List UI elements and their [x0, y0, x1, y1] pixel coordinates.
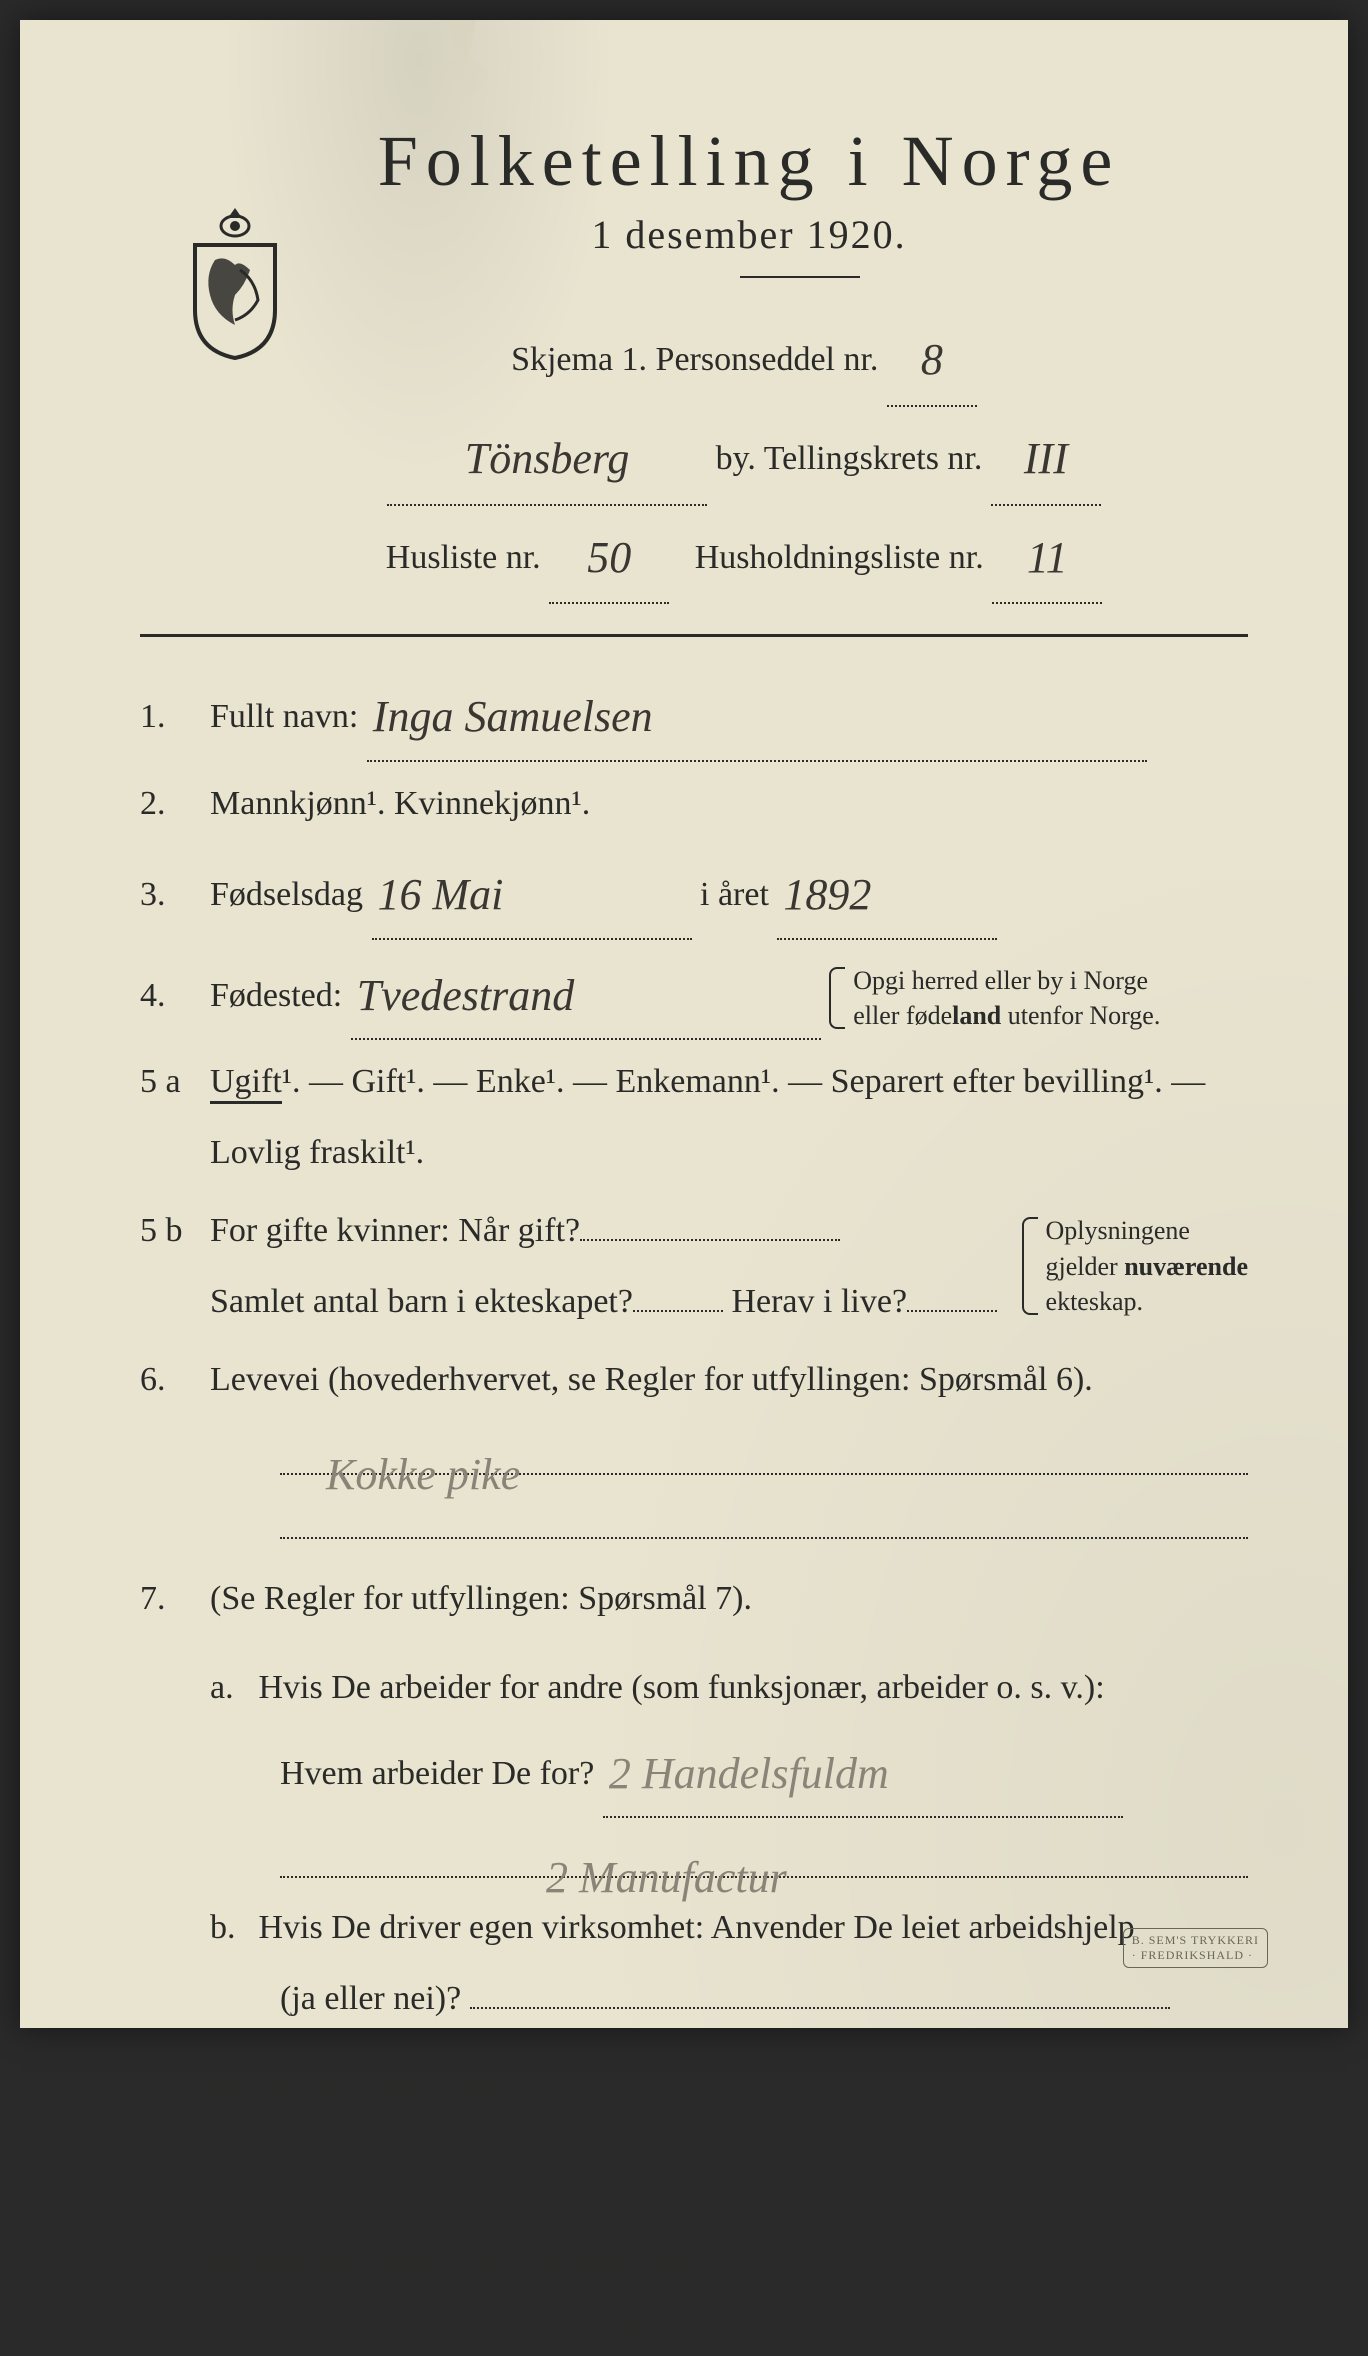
- q7a-text2: Hvem arbeider De for?: [280, 1755, 594, 1792]
- census-form-page: Folketelling i Norge 1 desember 1920. Sk…: [20, 20, 1348, 2028]
- separator-short: [740, 276, 860, 278]
- q4-brace-note: Opgi herred eller by i Norge eller fødel…: [829, 963, 1160, 1033]
- heraldic-shield-svg: [180, 200, 290, 360]
- q5a-rest: ¹. — Gift¹. — Enke¹. — Enkemann¹. — Sepa…: [282, 1063, 1205, 1100]
- q1-num: 1.: [140, 681, 210, 752]
- husliste-nr: 50: [581, 533, 637, 582]
- husliste-label: Husliste nr.: [386, 539, 541, 576]
- coat-of-arms-icon: [180, 200, 290, 360]
- tellingskrets-nr: III: [1018, 434, 1074, 483]
- q4-brace-l2: eller fødeland utenfor Norge.: [853, 1001, 1160, 1030]
- q5a-line2: Lovlig fraskilt¹.: [210, 1117, 1248, 1188]
- title-subtitle: 1 desember 1920.: [250, 211, 1248, 258]
- q1-label: Fullt navn:: [210, 698, 358, 735]
- footnote-1-text: Her kan svares ved tydelig understreknin…: [160, 2320, 753, 2345]
- q2-text: Mannkjønn¹. Kvinnekjønn¹.: [210, 768, 1248, 839]
- q7a-value1: 2 Handelsfuldm: [603, 1749, 895, 1798]
- q5b-part3: Herav i live?: [731, 1283, 907, 1320]
- q5b-brace-l2: gjelder nuværende: [1046, 1252, 1248, 1281]
- q6-label: Levevei (hovederhvervet, se Regler for u…: [210, 1361, 1093, 1398]
- q5b-brace-note: Oplysningene gjelder nuværende ekteskap.: [1022, 1213, 1248, 1318]
- q5b-part1: For gifte kvinner: Når gift?: [210, 1212, 580, 1249]
- footer-note: Har man ingen biinntekt av nogen betydni…: [210, 2228, 1248, 2290]
- q5b-row: 5 b For gifte kvinner: Når gift? Samlet …: [140, 1195, 1248, 1338]
- q5a-row: 5 a Ugift¹. — Gift¹. — Enke¹. — Enkemann…: [140, 1046, 1248, 1189]
- questions-block: 1. Fullt navn: Inga Samuelsen 2. Mannkjø…: [140, 667, 1248, 2356]
- footnote-1: 1Her kan svares ved tydelig understrekni…: [140, 2305, 1248, 2356]
- q8-line2: [210, 2134, 1248, 2184]
- q8-row: 8. Bierhverv (eller biinntekt): [140, 2053, 1248, 2198]
- q4-label: Fødested:: [210, 977, 342, 1014]
- q5b-num: 5 b: [140, 1195, 210, 1266]
- husholdning-nr: 11: [1021, 533, 1074, 582]
- q3-value1: 16 Mai: [372, 870, 510, 919]
- by-label: by. Tellingskrets nr.: [716, 440, 983, 477]
- q5a-selected: Ugift: [210, 1063, 282, 1104]
- by-name: Tönsberg: [459, 434, 636, 483]
- q6-num: 6.: [140, 1344, 210, 1415]
- personseddel-nr: 8: [915, 335, 949, 384]
- q7a-text1: Hvis De arbeider for andre (som funksjon…: [259, 1669, 1105, 1706]
- q7-row: 7. (Se Regler for utfyllingen: Spørsmål …: [140, 1563, 1248, 2035]
- q7-num: 7.: [140, 1563, 210, 1634]
- q5b-part2: Samlet antal barn i ekteskapet?: [210, 1283, 633, 1320]
- q4-row: 4. Fødested: Tvedestrand Opgi herred ell…: [140, 946, 1248, 1040]
- q1-row: 1. Fullt navn: Inga Samuelsen: [140, 667, 1248, 761]
- q3-value2: 1892: [777, 870, 877, 919]
- q6-value: Kokke pike: [320, 1429, 526, 1479]
- q4-value: Tvedestrand: [351, 971, 581, 1020]
- q4-brace-l1: Opgi herred eller by i Norge: [853, 966, 1148, 995]
- printer-stamp: B. SEM'S TRYKKERI · FREDRIKSHALD ·: [1123, 1928, 1268, 1968]
- q7b-text2: (ja eller nei)?: [280, 1980, 461, 2017]
- q5b-brace-l1: Oplysningene: [1046, 1216, 1190, 1245]
- q7-intro: (Se Regler for utfyllingen: Spørsmål 7).: [210, 1563, 1248, 1634]
- q6-answer-line: Kokke pike: [280, 1425, 1248, 1475]
- q2-row: 2. Mannkjønn¹. Kvinnekjønn¹.: [140, 768, 1248, 839]
- q3-num: 3.: [140, 859, 210, 930]
- q2-num: 2.: [140, 768, 210, 839]
- q7b-letter: b.: [210, 1892, 250, 1963]
- q6-row: 6. Levevei (hovederhvervet, se Regler fo…: [140, 1344, 1248, 1553]
- paper-tear: [392, 20, 532, 110]
- q3-label2: i året: [700, 876, 769, 913]
- q7b-text1: Hvis De driver egen virksomhet: Anvender…: [259, 1909, 1135, 1946]
- q5a-num: 5 a: [140, 1046, 210, 1117]
- q1-value: Inga Samuelsen: [367, 692, 659, 741]
- separator-full: [140, 634, 1248, 637]
- stamp-l2: · FREDRIKSHALD ·: [1132, 1948, 1259, 1963]
- q8-label: Bierhverv (eller biinntekt): [210, 2070, 567, 2107]
- q7a-line2: 2 Manufactur: [280, 1828, 1248, 1878]
- q3-label1: Fødselsdag: [210, 876, 363, 913]
- q5b-brace-l3: ekteskap.: [1046, 1287, 1143, 1316]
- q6-answer-line2: [280, 1489, 1248, 1539]
- form-header: Folketelling i Norge 1 desember 1920. Sk…: [140, 120, 1248, 604]
- skjema-label: Skjema 1. Personseddel nr.: [511, 341, 878, 378]
- title-main: Folketelling i Norge: [250, 120, 1248, 203]
- q7a-letter: a.: [210, 1652, 250, 1723]
- q8-num: 8.: [140, 2053, 210, 2124]
- q4-num: 4.: [140, 960, 210, 1031]
- husholdning-label: Husholdningsliste nr.: [695, 539, 984, 576]
- form-meta: Skjema 1. Personseddel nr. 8 Tönsberg by…: [240, 308, 1248, 604]
- q3-row: 3. Fødselsdag 16 Mai i året 1892: [140, 845, 1248, 939]
- stamp-l1: B. SEM'S TRYKKERI: [1132, 1933, 1259, 1948]
- q7a-value2: 2 Manufactur: [540, 1832, 793, 1882]
